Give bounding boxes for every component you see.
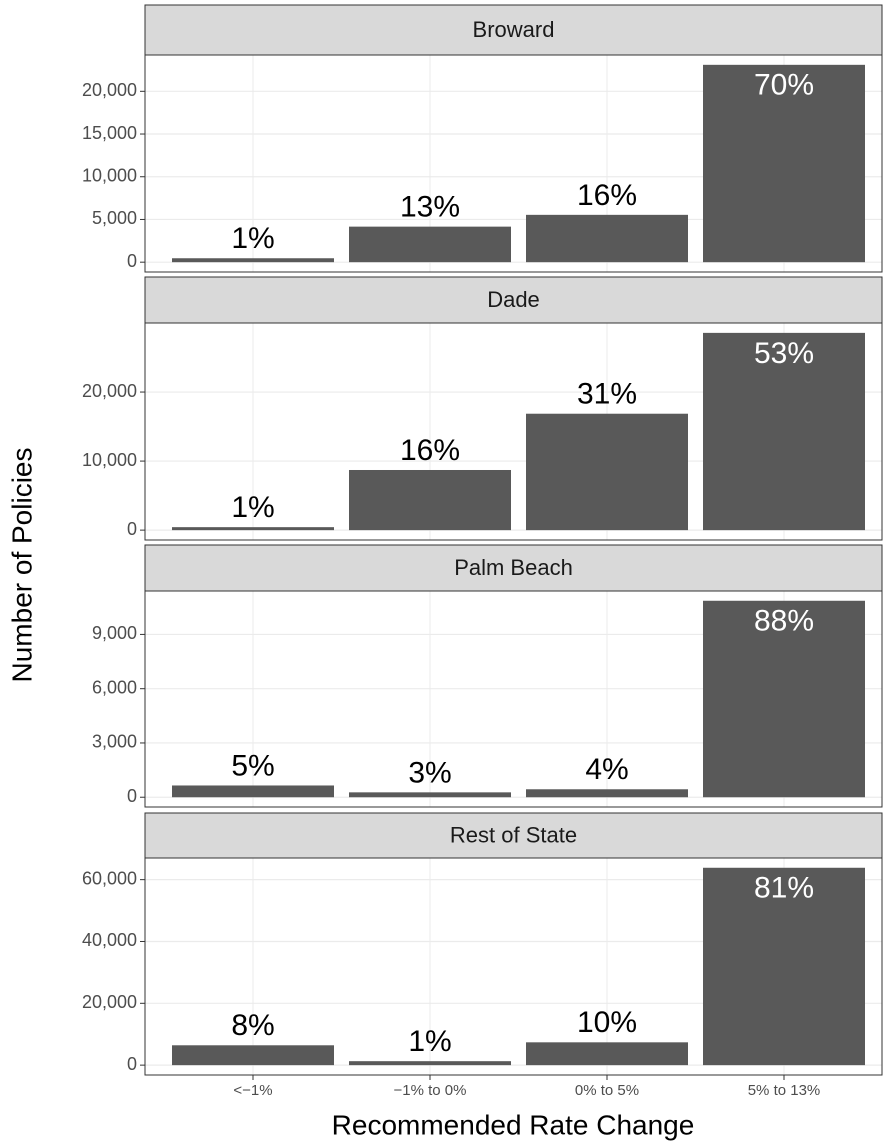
data-label: 10% <box>577 1006 637 1039</box>
x-tick-label: −1% to 0% <box>394 1082 467 1099</box>
panel-border <box>144 590 883 808</box>
bar <box>172 785 334 798</box>
y-tick-label: 3,000 <box>92 732 137 752</box>
y-tick-label: 40,000 <box>82 930 137 950</box>
facet-title: Rest of State <box>450 822 577 847</box>
bar <box>349 226 511 263</box>
y-tick-label: 10,000 <box>82 165 137 185</box>
facet-title: Palm Beach <box>454 555 573 580</box>
data-label: 70% <box>754 69 814 102</box>
data-label: 1% <box>231 222 274 255</box>
strip <box>144 544 883 592</box>
facet-title: Dade <box>487 287 540 312</box>
y-tick-label: 0 <box>127 1054 137 1074</box>
strip <box>144 4 883 56</box>
data-label: 8% <box>231 1009 274 1042</box>
bar <box>349 469 511 531</box>
data-label: 4% <box>585 753 628 786</box>
data-label: 1% <box>231 491 274 524</box>
x-axis-title: Recommended Rate Change <box>332 1109 695 1140</box>
bar <box>349 792 511 798</box>
bar <box>526 214 688 263</box>
data-label: 13% <box>400 191 460 224</box>
facet-title: Broward <box>473 17 555 42</box>
x-tick-label: 5% to 13% <box>748 1082 821 1099</box>
panel-border <box>144 54 883 273</box>
data-label: 81% <box>754 872 814 905</box>
data-label: 88% <box>754 605 814 638</box>
y-axis-title: Number of Policies <box>6 448 37 683</box>
bar <box>349 1061 511 1066</box>
y-tick-label: 15,000 <box>82 123 137 143</box>
strip <box>144 812 883 859</box>
data-label: 1% <box>408 1025 451 1058</box>
bar <box>172 1045 334 1066</box>
bar <box>703 332 865 531</box>
x-tick-label: <−1% <box>233 1082 272 1099</box>
data-label: 16% <box>400 434 460 467</box>
y-tick-label: 0 <box>127 251 137 271</box>
y-tick-label: 20,000 <box>82 80 137 100</box>
y-tick-label: 0 <box>127 786 137 806</box>
y-tick-label: 10,000 <box>82 450 137 470</box>
y-tick-label: 5,000 <box>92 208 137 228</box>
bar <box>172 258 334 263</box>
bar <box>526 413 688 531</box>
data-label: 16% <box>577 179 637 212</box>
panel-border <box>144 322 883 541</box>
bar <box>703 600 865 798</box>
y-tick-label: 9,000 <box>92 623 137 643</box>
y-tick-label: 6,000 <box>92 677 137 697</box>
bar <box>526 1042 688 1066</box>
data-label: 5% <box>231 749 274 782</box>
y-tick-label: 20,000 <box>82 992 137 1012</box>
bar <box>172 527 334 531</box>
panel-border <box>144 857 883 1076</box>
strip <box>144 276 883 324</box>
bar <box>703 867 865 1066</box>
bar <box>703 64 865 263</box>
data-label: 3% <box>408 756 451 789</box>
y-tick-label: 0 <box>127 519 137 539</box>
x-tick-label: 0% to 5% <box>575 1082 639 1099</box>
data-label: 31% <box>577 378 637 411</box>
bar <box>526 789 688 798</box>
y-tick-label: 60,000 <box>82 868 137 888</box>
y-tick-label: 20,000 <box>82 381 137 401</box>
data-label: 53% <box>754 337 814 370</box>
